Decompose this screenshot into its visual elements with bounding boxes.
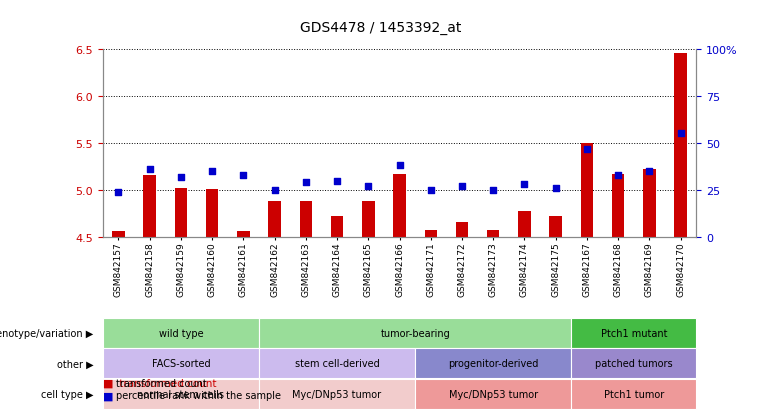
Bar — [362, 202, 374, 237]
Point — [549, 185, 562, 192]
Bar — [425, 231, 437, 237]
Point — [206, 169, 218, 175]
Point — [487, 187, 499, 194]
Point — [612, 172, 624, 179]
Bar — [237, 232, 250, 237]
Bar — [259, 318, 572, 348]
Bar — [456, 223, 468, 237]
Text: ■  transformed count: ■ transformed count — [103, 378, 216, 388]
Text: cell type ▶: cell type ▶ — [41, 389, 94, 399]
Text: normal stem cells: normal stem cells — [137, 389, 224, 399]
Point — [425, 187, 437, 194]
Bar — [103, 349, 259, 378]
Bar — [259, 379, 416, 409]
Bar — [487, 231, 499, 237]
Text: Ptch1 mutant: Ptch1 mutant — [600, 328, 667, 338]
Bar — [549, 217, 562, 237]
Bar — [612, 175, 625, 237]
Point — [393, 163, 406, 169]
Bar — [259, 349, 416, 378]
Bar — [103, 318, 259, 348]
Text: stem cell-derived: stem cell-derived — [295, 358, 380, 368]
Point — [456, 183, 468, 190]
Bar — [269, 202, 281, 237]
Bar — [103, 379, 259, 409]
Text: percentile rank within the sample: percentile rank within the sample — [116, 390, 282, 400]
Bar — [174, 189, 187, 237]
Bar — [393, 175, 406, 237]
Point — [300, 180, 312, 186]
Text: patched tumors: patched tumors — [595, 358, 673, 368]
Point — [643, 169, 655, 175]
Point — [237, 172, 250, 179]
Text: ■: ■ — [103, 390, 113, 400]
Text: transformed count: transformed count — [116, 378, 207, 388]
Bar — [416, 379, 572, 409]
Bar — [572, 379, 696, 409]
Text: Myc/DNp53 tumor: Myc/DNp53 tumor — [292, 389, 381, 399]
Bar — [643, 170, 656, 237]
Text: progenitor-derived: progenitor-derived — [448, 358, 539, 368]
Bar — [518, 211, 530, 237]
Point — [144, 166, 156, 173]
Point — [674, 131, 686, 138]
Text: ■: ■ — [103, 378, 113, 388]
Text: GDS4478 / 1453392_at: GDS4478 / 1453392_at — [300, 21, 461, 35]
Point — [175, 174, 187, 180]
Bar — [572, 349, 696, 378]
Bar — [572, 318, 696, 348]
Text: Ptch1 tumor: Ptch1 tumor — [603, 389, 664, 399]
Text: wild type: wild type — [158, 328, 203, 338]
Point — [113, 189, 125, 196]
Bar — [112, 232, 125, 237]
Bar — [331, 217, 343, 237]
Bar — [143, 176, 156, 237]
Text: other ▶: other ▶ — [57, 358, 94, 368]
Text: genotype/variation ▶: genotype/variation ▶ — [0, 328, 94, 338]
Text: tumor-bearing: tumor-bearing — [380, 328, 450, 338]
Bar — [205, 190, 218, 237]
Text: FACS-sorted: FACS-sorted — [151, 358, 210, 368]
Point — [362, 183, 374, 190]
Point — [331, 178, 343, 184]
Bar — [300, 202, 312, 237]
Text: Myc/DNp53 tumor: Myc/DNp53 tumor — [449, 389, 538, 399]
Point — [269, 187, 281, 194]
Bar — [581, 144, 594, 237]
Point — [518, 182, 530, 188]
Bar — [416, 349, 572, 378]
Bar — [674, 54, 687, 237]
Point — [581, 146, 593, 152]
